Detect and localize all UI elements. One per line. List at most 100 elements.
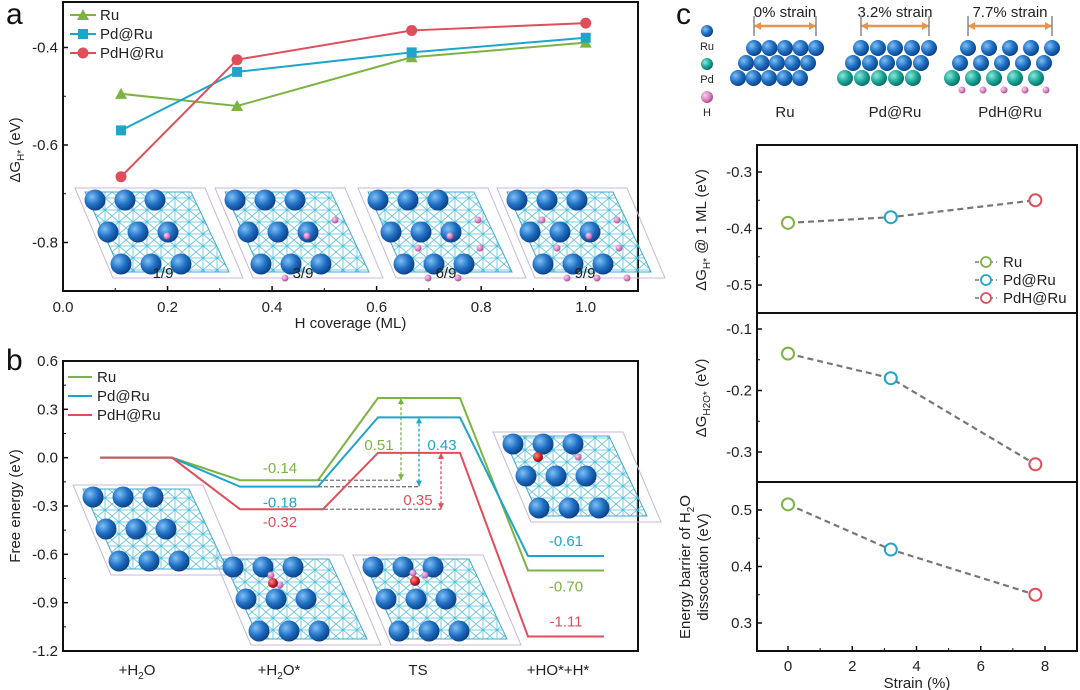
model-atom [753, 55, 770, 71]
legend-label: Ru [1003, 254, 1022, 271]
level-label: -0.14 [263, 460, 297, 477]
model-atom [960, 40, 976, 56]
model-atom [777, 40, 793, 56]
ru-atom [575, 465, 597, 487]
h-atom [454, 274, 462, 282]
ru-atom [566, 189, 588, 211]
y-axis-label: Free energy (eV) [7, 449, 24, 562]
y-tick-label: -1.2 [32, 643, 58, 660]
data-point [580, 17, 592, 29]
legend-marker [980, 274, 992, 286]
model-atom [845, 55, 861, 71]
h-atom [163, 232, 171, 240]
ru-atom [308, 620, 330, 642]
ru-atom [114, 189, 136, 211]
model-atom [776, 70, 793, 86]
x-tick-label: 8 [1041, 658, 1049, 675]
ru-atom [545, 465, 567, 487]
model-atom [888, 70, 904, 86]
model-atom [808, 40, 824, 56]
panel-a: 1/9 3/9 6/9 9/9 0.0 0.2 0.4 0.6 0.8 1.0 -0.4 -0.6 -0… [7, 1, 666, 332]
ru-atom [84, 189, 106, 211]
slab-cell-outline [212, 554, 382, 646]
ru-legend-atom [701, 25, 713, 37]
model-atom [952, 55, 968, 71]
h-atom [424, 274, 432, 282]
model-atom [879, 55, 895, 71]
model-atom [1028, 70, 1044, 86]
arrow-head [922, 22, 929, 30]
model-atom [944, 70, 960, 86]
ru-atom [532, 253, 554, 275]
legend-label: PdH@Ru [97, 407, 161, 424]
series-line-Ru [120, 41, 586, 108]
slab-cell-outline [74, 187, 244, 279]
legend-label: Pd@Ru [97, 388, 150, 405]
ru-atom [310, 253, 332, 275]
ru-atom [536, 189, 558, 211]
arrow-head [809, 22, 816, 30]
ru-atom [440, 221, 462, 243]
model-atom [981, 40, 997, 56]
data-point [115, 171, 127, 183]
model-atom [905, 70, 921, 86]
model-atom [896, 55, 912, 71]
level-label: -0.61 [549, 533, 583, 550]
coverage-label: 1/9 [153, 265, 174, 282]
model-atom [986, 70, 1002, 86]
legend-marker [77, 47, 89, 59]
h-atom [979, 86, 987, 94]
y-tick-label: -0.9 [32, 595, 58, 612]
ru-atom [453, 253, 475, 275]
coverage-label: 6/9 [436, 265, 457, 282]
panel-c: Ru Pd H 0% strain Ru 3.2% strain Pd@Ru 7.7% str… [677, 4, 1078, 690]
h-atom [593, 274, 601, 282]
h-atom [281, 274, 289, 282]
x-tick-label: 4 [912, 658, 920, 675]
model-atom [887, 40, 903, 56]
model-atom [1002, 40, 1018, 56]
arrow-head [398, 474, 404, 481]
series-line-Pd@Ru [120, 36, 586, 132]
ru-atom [532, 433, 554, 455]
category-label: TS [408, 662, 427, 679]
barrier-label: 0.43 [427, 437, 456, 454]
h-atom [476, 244, 484, 252]
x-tick-label: 0.4 [262, 299, 283, 316]
slab-cell-outline [496, 187, 666, 279]
model-atom [792, 70, 808, 86]
model-atom [1036, 55, 1052, 71]
slab-cell-outline [352, 554, 522, 646]
coverage-label: 3/9 [293, 265, 314, 282]
level-label: -0.18 [263, 495, 297, 512]
ru-atom [157, 221, 179, 243]
model-atom [738, 55, 754, 71]
data-point-Ru [781, 346, 795, 361]
arrow-head [968, 22, 975, 30]
x-axis-label: Strain (%) [884, 675, 951, 690]
h-atom [958, 86, 966, 94]
model-atom [745, 70, 762, 86]
arrow-head [1045, 22, 1052, 30]
ru-atom [418, 620, 440, 642]
model-atom [921, 40, 937, 56]
ru-atom [579, 221, 601, 243]
strain-label: 7.7% strain [972, 4, 1047, 21]
ru-atom [515, 465, 537, 487]
legend-label: Ru [100, 7, 119, 24]
model-atom [994, 55, 1010, 71]
arrow-head [754, 22, 761, 30]
data-point [231, 100, 244, 111]
ho-h-model [492, 431, 662, 523]
data-point-Pd@Ru [883, 371, 898, 386]
strain-label: 0% strain [754, 4, 817, 21]
arrow-head [861, 22, 868, 30]
model-atom [854, 70, 870, 86]
o-atom [268, 578, 278, 588]
ru-atom [392, 556, 414, 578]
model-atom [904, 40, 920, 56]
coverage-model-1 [74, 187, 244, 279]
legend-label: Pd@Ru [1003, 272, 1056, 289]
data-point-Pd@Ru [883, 210, 898, 225]
slab-cell-outline [214, 187, 384, 279]
